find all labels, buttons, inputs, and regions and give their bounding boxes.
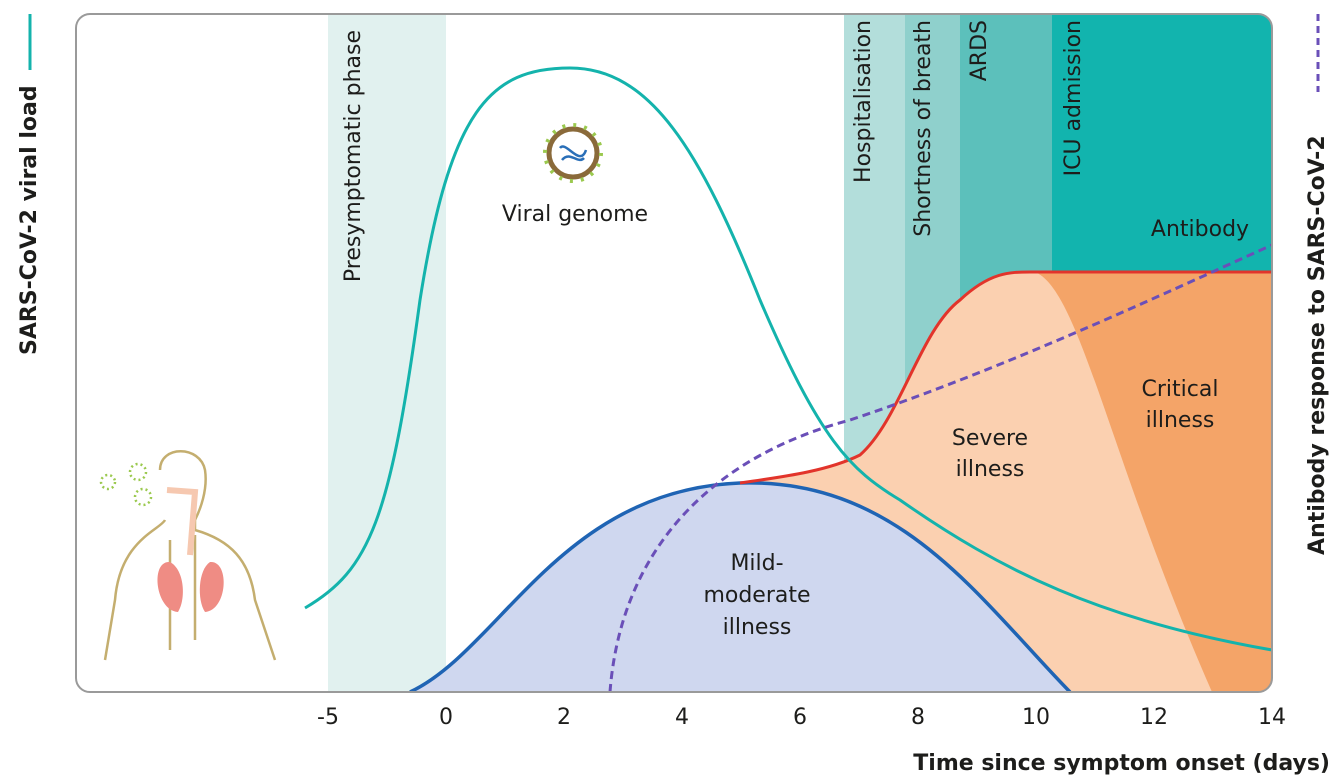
region-label: illness [723,615,792,640]
phase-label: ICU admission [1061,20,1086,176]
region-label: Critical [1142,377,1219,402]
x-tick-label: -5 [317,705,339,730]
region-label: illness [956,457,1025,482]
x-tick-label: 2 [557,705,571,730]
phase-label: ARDS [967,20,992,81]
x-tick-label: 6 [793,705,807,730]
phase-label: Shortness of breath [911,20,936,237]
x-tick-label: 8 [911,705,925,730]
x-axis-title: Time since symptom onset (days) [913,751,1330,776]
phase-label: Presymptomatic phase [341,30,366,282]
curve-label: Antibody [1151,217,1249,242]
y-axis-label: SARS-CoV-2 viral load [17,85,42,355]
phase-label: Hospitalisation [851,20,876,183]
chart: Presymptomatic phase Hospitalisation Sho… [0,0,1336,778]
x-tick-label: 14 [1258,705,1286,730]
x-axis: -5 0 2 4 6 8 10 12 14 [317,705,1286,730]
x-tick-label: 12 [1140,705,1168,730]
region-label: illness [1146,408,1215,433]
region-label: moderate [703,583,810,608]
region-label: Mild- [730,551,783,576]
curve-label: Viral genome [502,202,648,227]
x-tick-label: 10 [1022,705,1050,730]
y2-axis-label: Antibody response to SARS-CoV-2 [1305,135,1330,555]
region-label: Severe [952,426,1028,451]
plot-area [76,14,1272,692]
x-tick-label: 0 [439,705,453,730]
x-tick-label: 4 [675,705,689,730]
page: Presymptomatic phase Hospitalisation Sho… [0,0,1336,778]
